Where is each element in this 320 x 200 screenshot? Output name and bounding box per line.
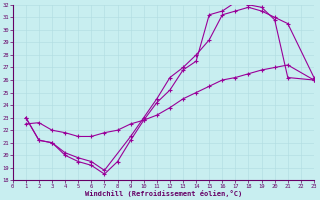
X-axis label: Windchill (Refroidissement éolien,°C): Windchill (Refroidissement éolien,°C) — [85, 190, 242, 197]
